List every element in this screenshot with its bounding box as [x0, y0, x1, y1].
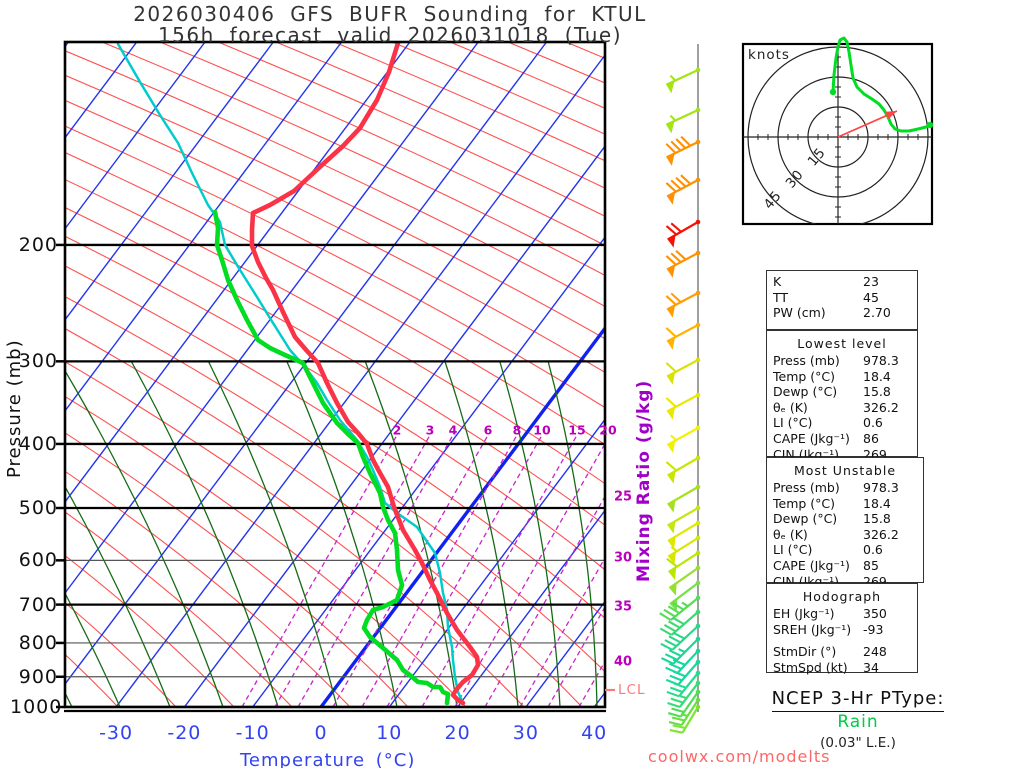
indices-table-most-unstable: Most Unstable Press (mb) 978.3 Temp (°C) 18.…	[766, 457, 924, 589]
table-row: CAPE (Jkg⁻¹) 86	[773, 430, 879, 446]
table-row: Dewp (°C) 15.8	[773, 511, 891, 527]
table-row: CAPE (Jkg⁻¹) 85	[773, 557, 879, 573]
mixing-label-10: 10	[533, 422, 551, 438]
table-row: StmSpd (kt) 34	[773, 659, 879, 675]
mixing-label-40: 40	[614, 654, 633, 670]
pressure-tick-900: 900	[18, 665, 58, 688]
pressure-tick-200: 200	[18, 233, 58, 256]
table-row: Press (mb) 978.3	[773, 480, 899, 495]
table-row: K 23	[773, 274, 879, 289]
table-row: StmDir (°) 248	[773, 644, 887, 660]
chart-title-line1: 2026030406 GFS BUFR Sounding for KTUL	[133, 2, 647, 26]
ptype-value: Rain	[837, 712, 879, 732]
table-row: Press (mb) 978.3	[773, 353, 899, 368]
table-row: θₑ (K) 326.2	[773, 399, 899, 415]
mixing-label-35: 35	[614, 599, 633, 615]
table-row: LI (°C) 0.6	[773, 542, 883, 558]
pressure-tick-600: 600	[18, 549, 58, 572]
pressure-tick-400: 400	[18, 432, 58, 455]
pressure-tick-1000: 1000	[10, 696, 63, 718]
ptype-block: NCEP 3-Hr PType: Rain (0.03" L.E.)	[752, 688, 964, 751]
temp-tick-10: 10	[376, 722, 403, 744]
indices-table-lowest-level: Lowest level Press (mb) 978.3 Temp (°C) 18.4…	[766, 330, 918, 462]
temp-tick--10: -10	[235, 722, 270, 744]
temp-tick--20: -20	[167, 722, 202, 744]
chart-title-line2: 156h forecast valid 2026031018 (Tue)	[157, 23, 623, 47]
pressure-tick-500: 500	[18, 496, 58, 519]
table-header: Most Unstable	[793, 463, 897, 478]
watermark: coolwx.com/modelts	[648, 747, 831, 766]
table-header: Lowest level	[797, 336, 887, 351]
lcl-marker-label: LCL	[618, 682, 646, 698]
mixing-label-30: 30	[614, 550, 633, 566]
table-row: Dewp (°C) 15.8	[773, 384, 891, 400]
table-row: Temp (°C) 18.4	[773, 368, 891, 384]
ptype-detail: (0.03" L.E.)	[820, 735, 896, 751]
table-row: TT 45	[773, 289, 879, 305]
mixing-label-3: 3	[425, 422, 435, 438]
table-header: Hodograph	[802, 589, 882, 604]
mixing-label-8: 8	[512, 422, 522, 438]
temp-tick-20: 20	[444, 722, 471, 744]
temp-tick-0: 0	[314, 722, 328, 744]
table-row: SREH (Jkg⁻¹) -93	[773, 621, 884, 637]
mixing-label-20: 20	[599, 422, 617, 438]
ptype-header: NCEP 3-Hr PType:	[771, 688, 945, 712]
indices-table-summary: K 23 TT 45 PW (cm) 2.70	[766, 270, 918, 330]
pressure-tick-800: 800	[18, 631, 58, 654]
hodograph-units-label: knots	[748, 47, 790, 63]
mixing-label-25: 25	[614, 489, 633, 505]
table-row: θₑ (K) 326.2	[773, 526, 899, 542]
mixing-label-6: 6	[483, 422, 493, 438]
mixing-ratio-axis-label: Mixing Ratio (g/kg)	[634, 379, 654, 582]
temperature-axis-label: Temperature (°C)	[240, 750, 416, 768]
table-row: EH (Jkg⁻¹) 350	[773, 606, 887, 621]
temp-tick--30: -30	[99, 722, 134, 744]
table-row: PW (cm) 2.70	[773, 305, 891, 321]
mixing-label-2: 2	[392, 422, 402, 438]
temp-tick-30: 30	[512, 722, 539, 744]
pressure-tick-300: 300	[18, 350, 58, 373]
mixing-label-15: 15	[568, 422, 586, 438]
indices-table-hodograph: Hodograph EH (Jkg⁻¹) 350 SREH (Jkg⁻¹) -93 Stm…	[766, 583, 918, 675]
table-row: LI (°C) 0.6	[773, 415, 883, 431]
table-row: Temp (°C) 18.4	[773, 495, 891, 511]
mixing-label-4: 4	[448, 422, 458, 438]
temp-tick-40: 40	[581, 722, 608, 744]
pressure-tick-700: 700	[18, 593, 58, 616]
